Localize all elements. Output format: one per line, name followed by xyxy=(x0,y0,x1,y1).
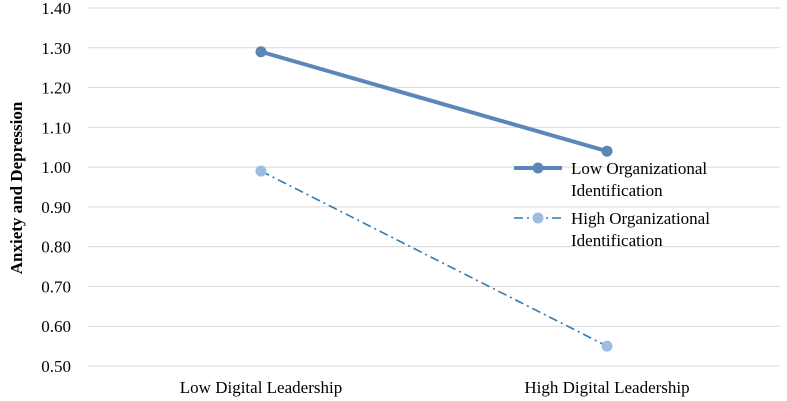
legend: Low Organizational Identification High Org… xyxy=(514,159,710,250)
y-tick-label: 0.60 xyxy=(41,317,71,336)
series-group xyxy=(255,46,613,352)
y-tick-label: 0.80 xyxy=(41,238,71,257)
y-tick-label: 0.90 xyxy=(41,198,71,217)
x-tick-label: High Digital Leadership xyxy=(524,378,689,397)
y-tick-label: 0.70 xyxy=(41,277,71,296)
y-tick-label: 1.30 xyxy=(41,39,71,58)
data-point xyxy=(601,145,613,157)
y-tick-label: 1.00 xyxy=(41,158,71,177)
y-axis-title: Anxiety and Depression xyxy=(7,101,26,274)
y-tick-label: 1.10 xyxy=(41,118,71,137)
series-line xyxy=(260,170,608,347)
legend-swatch-marker xyxy=(532,162,544,174)
legend-label: Identification xyxy=(571,231,663,250)
legend-label: Identification xyxy=(571,181,663,200)
data-point xyxy=(255,165,267,177)
series-line xyxy=(260,49,608,154)
data-point xyxy=(601,340,613,352)
legend-label: Low Organizational xyxy=(571,159,707,178)
data-point xyxy=(255,46,267,58)
y-tick-label: 0.50 xyxy=(41,357,71,376)
y-tick-label: 1.20 xyxy=(41,79,71,98)
y-tick-label: 1.40 xyxy=(41,0,71,18)
gridlines xyxy=(88,7,780,367)
x-tick-labels: Low Digital Leadership High Digital Leade… xyxy=(180,378,690,397)
x-tick-label: Low Digital Leadership xyxy=(180,378,342,397)
legend-swatch-marker xyxy=(532,212,544,224)
legend-label: High Organizational xyxy=(571,209,710,228)
y-tick-labels: 0.50 0.60 0.70 0.80 0.90 1.00 1.10 1.20 1.30 1.40 xyxy=(41,0,71,376)
